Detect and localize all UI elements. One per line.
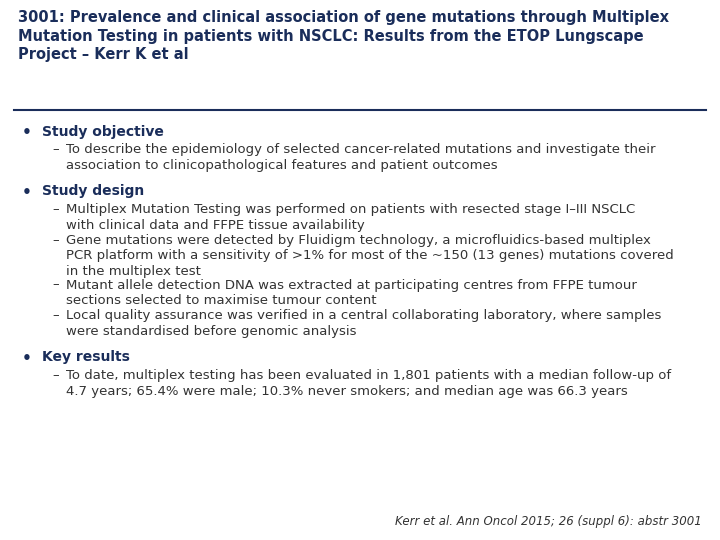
Text: •: • [22, 185, 32, 199]
Text: •: • [22, 125, 32, 140]
Text: To describe the epidemiology of selected cancer-related mutations and investigat: To describe the epidemiology of selected… [66, 144, 655, 172]
Text: Study objective: Study objective [42, 125, 164, 139]
Text: Multiplex Mutation Testing was performed on patients with resected stage I–III N: Multiplex Mutation Testing was performed… [66, 203, 635, 232]
Text: –: – [52, 369, 58, 382]
Text: Mutant allele detection DNA was extracted at participating centres from FFPE tum: Mutant allele detection DNA was extracte… [66, 279, 637, 307]
Text: 3001: Prevalence and clinical association of gene mutations through Multiplex
Mu: 3001: Prevalence and clinical associatio… [18, 10, 669, 62]
Text: Key results: Key results [42, 350, 130, 365]
Text: Study design: Study design [42, 185, 144, 199]
Text: To date, multiplex testing has been evaluated in 1,801 patients with a median fo: To date, multiplex testing has been eval… [66, 369, 671, 397]
Text: –: – [52, 234, 58, 247]
Text: Kerr et al. Ann Oncol 2015; 26 (suppl 6): abstr 3001: Kerr et al. Ann Oncol 2015; 26 (suppl 6)… [395, 515, 702, 528]
Text: –: – [52, 203, 58, 216]
Text: Local quality assurance was verified in a central collaborating laboratory, wher: Local quality assurance was verified in … [66, 309, 662, 338]
Text: Gene mutations were detected by Fluidigm technology, a microfluidics-based multi: Gene mutations were detected by Fluidigm… [66, 234, 674, 278]
Text: –: – [52, 144, 58, 157]
Text: –: – [52, 279, 58, 292]
Text: •: • [22, 350, 32, 366]
Text: –: – [52, 309, 58, 322]
